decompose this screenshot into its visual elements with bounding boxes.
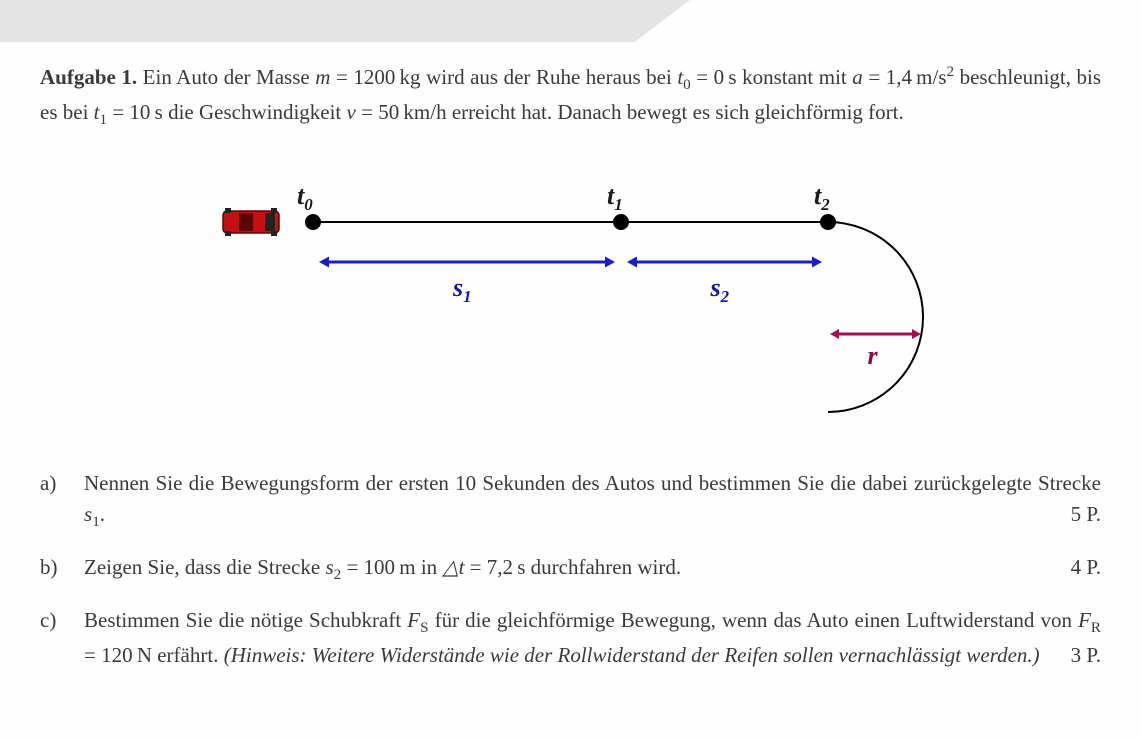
part-c: c) Bestimmen Sie die nötige Schubkraft F… bbox=[40, 605, 1101, 671]
points-a: 5 P. bbox=[1071, 499, 1101, 529]
header-grey-banner bbox=[0, 0, 690, 42]
part-b: b) Zeigen Sie, dass die Strecke s2 = 100… bbox=[40, 552, 1101, 587]
svg-text:t0: t0 bbox=[297, 181, 313, 214]
svg-text:s2: s2 bbox=[709, 273, 729, 306]
svg-text:t2: t2 bbox=[814, 181, 830, 214]
svg-text:t1: t1 bbox=[607, 181, 623, 214]
problem-number: Aufgabe 1. bbox=[40, 65, 137, 89]
svg-text:s1: s1 bbox=[452, 273, 472, 306]
points-c: 3 P. bbox=[1071, 640, 1101, 670]
page-content: Aufgabe 1. Ein Auto der Masse m = 1200 k… bbox=[40, 62, 1101, 688]
svg-text:r: r bbox=[867, 341, 878, 370]
problem-intro: Aufgabe 1. Ein Auto der Masse m = 1200 k… bbox=[40, 62, 1101, 132]
part-a: a) Nennen Sie die Bewegungsform der erst… bbox=[40, 468, 1101, 534]
motion-diagram: t0 t1 t2 s1 s2 r bbox=[191, 160, 951, 450]
subquestions: a) Nennen Sie die Bewegungsform der erst… bbox=[40, 468, 1101, 670]
points-b: 4 P. bbox=[1071, 552, 1101, 582]
